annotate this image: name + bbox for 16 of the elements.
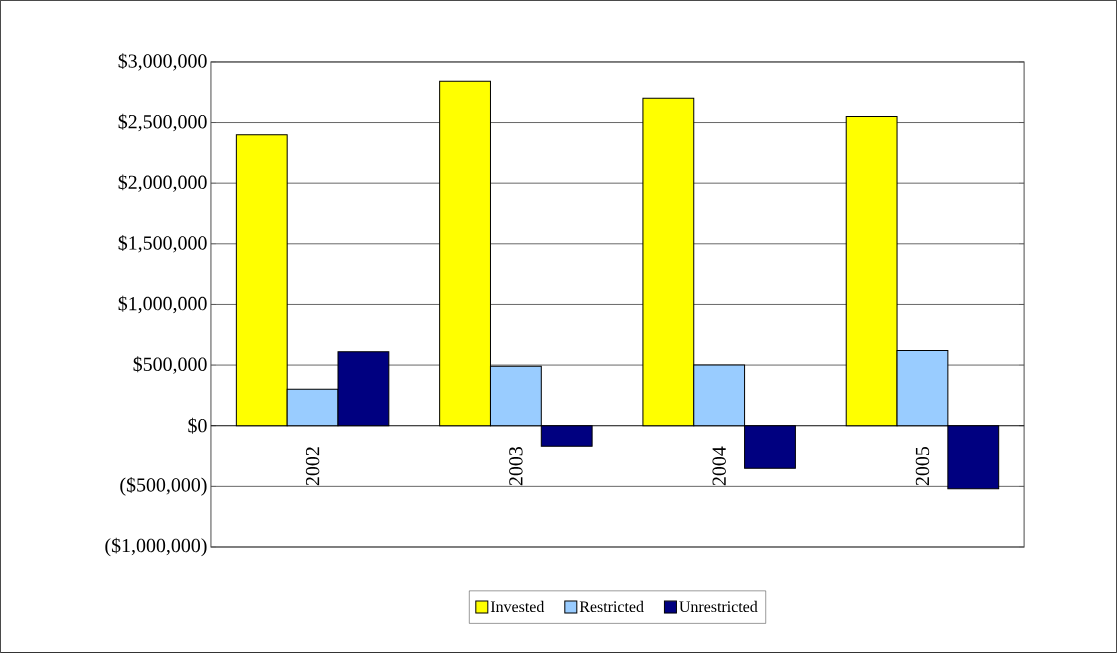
y-tick-label: $1,000,000 xyxy=(118,295,207,314)
y-tick-label: $500,000 xyxy=(133,356,207,374)
x-tick-label: 2005 xyxy=(915,447,930,486)
legend-label: Invested xyxy=(490,600,545,613)
x-tick-label: 2002 xyxy=(305,447,320,486)
y-tick-label: ($1,000,000) xyxy=(105,537,207,557)
legend-label: Unrestricted xyxy=(679,600,758,613)
y-tick-label: $0 xyxy=(188,417,207,434)
y-tick-label: $1,500,000 xyxy=(118,235,207,253)
y-tick-label: $2,500,000 xyxy=(118,113,207,132)
legend-label: Restricted xyxy=(579,600,644,613)
x-tick-label: 2003 xyxy=(509,447,523,486)
x-tick-label: 2004 xyxy=(712,446,726,486)
y-tick-label: ($500,000) xyxy=(120,477,207,496)
y-tick-label: $3,000,000 xyxy=(118,53,207,71)
y-tick-label: $2,000,000 xyxy=(118,174,207,192)
